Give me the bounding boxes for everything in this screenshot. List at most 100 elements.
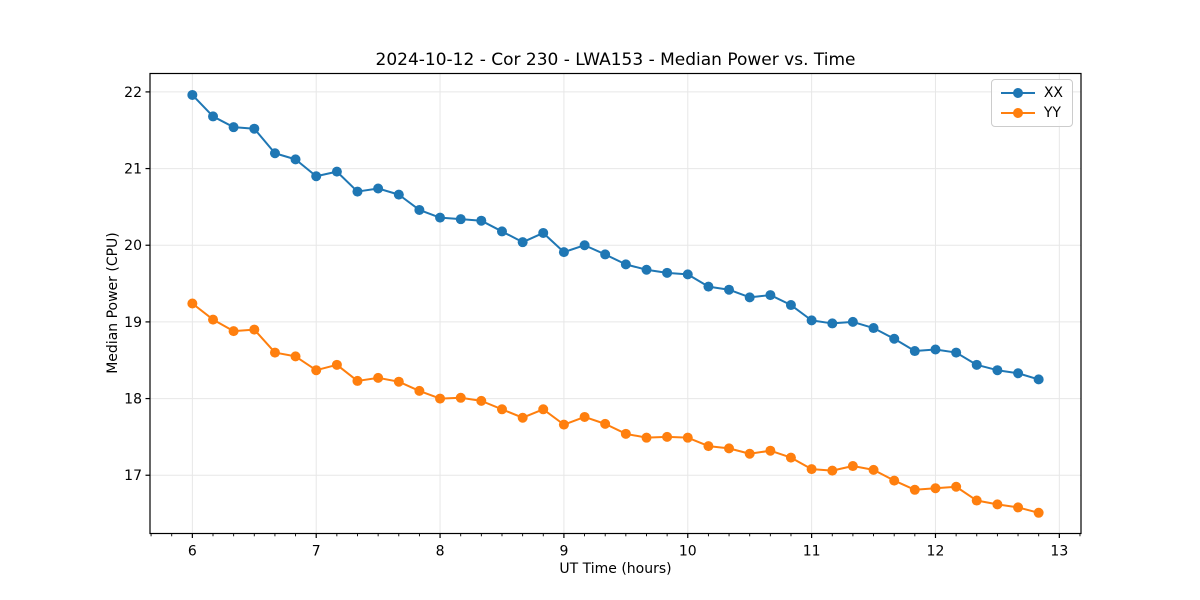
data-point-xx <box>785 300 796 311</box>
data-point-xx <box>868 323 879 334</box>
data-point-xx <box>331 166 342 177</box>
x-tick-label: 12 <box>927 544 945 560</box>
data-point-yy <box>703 441 714 452</box>
data-point-xx <box>889 333 900 344</box>
series-line-yy <box>191 302 1039 514</box>
data-point-xx <box>909 346 920 357</box>
data-point-yy <box>847 461 858 472</box>
data-point-yy <box>476 395 487 406</box>
data-point-xx <box>208 111 219 122</box>
x-tick-label: 11 <box>803 544 821 560</box>
legend-line-sample-xx <box>1000 88 1035 98</box>
data-point-yy <box>909 484 920 495</box>
data-point-yy <box>930 483 941 494</box>
data-point-yy <box>806 464 817 475</box>
data-point-yy <box>187 298 198 309</box>
data-point-xx <box>414 204 425 215</box>
legend-line-sample-yy <box>1000 108 1035 118</box>
legend-marker-xx <box>1012 88 1023 98</box>
data-point-yy <box>682 432 693 443</box>
data-point-yy <box>724 443 735 454</box>
legend-entry-xx: XX <box>1000 85 1063 101</box>
legend-marker-yy <box>1012 108 1023 118</box>
data-point-yy <box>538 404 549 415</box>
data-point-xx <box>311 171 322 182</box>
data-point-xx <box>290 154 301 165</box>
y-tick-label: 19 <box>124 315 142 331</box>
x-tick-label: 6 <box>188 544 197 560</box>
data-point-yy <box>620 428 631 439</box>
data-point-xx <box>538 227 549 238</box>
data-point-yy <box>208 314 219 325</box>
data-point-xx <box>249 123 260 134</box>
data-point-yy <box>600 418 611 429</box>
chart-title: 2024-10-12 - Cor 230 - LWA153 - Median P… <box>375 50 856 70</box>
y-tick-label: 18 <box>124 392 142 408</box>
data-point-xx <box>951 347 962 358</box>
data-point-yy <box>868 464 879 475</box>
x-tick-label: 7 <box>312 544 321 560</box>
x-tick-label: 8 <box>436 544 445 560</box>
legend-entry-yy: YY <box>1000 105 1063 121</box>
data-point-xx <box>558 247 569 258</box>
data-point-xx <box>724 284 735 295</box>
data-point-xx <box>517 237 528 248</box>
data-point-xx <box>744 292 755 303</box>
data-point-yy <box>951 481 962 492</box>
data-point-yy <box>311 365 322 376</box>
x-tick-label: 10 <box>679 544 697 560</box>
data-point-xx <box>435 212 446 223</box>
data-point-yy <box>992 499 1003 510</box>
data-point-xx <box>352 186 363 197</box>
data-point-xx <box>620 259 631 270</box>
data-point-yy <box>455 392 466 403</box>
y-axis-label: Median Power (CPU) <box>105 232 121 374</box>
data-point-yy <box>517 412 528 423</box>
data-point-yy <box>765 445 776 456</box>
data-point-xx <box>847 316 858 327</box>
data-point-xx <box>476 215 487 226</box>
data-point-xx <box>806 315 817 326</box>
data-point-xx <box>1033 374 1044 385</box>
data-point-xx <box>187 89 198 100</box>
y-tick-label: 17 <box>124 468 142 484</box>
data-point-yy <box>435 393 446 404</box>
legend-label-xx: XX <box>1043 85 1063 101</box>
y-tick-label: 20 <box>124 238 142 254</box>
y-tick-label: 22 <box>124 85 142 101</box>
data-point-yy <box>579 411 590 422</box>
data-point-yy <box>228 326 239 337</box>
data-point-yy <box>393 376 404 387</box>
data-point-yy <box>290 351 301 362</box>
data-point-yy <box>641 432 652 443</box>
y-tick-label: 21 <box>124 162 142 178</box>
data-point-yy <box>558 419 569 430</box>
data-point-xx <box>600 249 611 260</box>
data-point-yy <box>331 359 342 370</box>
x-axis-label: UT Time (hours) <box>559 561 672 577</box>
data-point-yy <box>889 475 900 486</box>
data-point-yy <box>373 372 384 383</box>
data-point-yy <box>744 448 755 459</box>
data-point-xx <box>228 122 239 133</box>
x-tick-label: 13 <box>1050 544 1068 560</box>
data-point-yy <box>249 324 260 335</box>
data-point-xx <box>373 183 384 194</box>
data-point-xx <box>269 148 280 159</box>
data-point-yy <box>269 347 280 358</box>
data-point-yy <box>785 452 796 463</box>
legend-label-yy: YY <box>1043 105 1061 121</box>
data-point-xx <box>682 269 693 280</box>
data-point-yy <box>414 385 425 396</box>
data-point-xx <box>496 226 507 237</box>
data-point-xx <box>971 359 982 370</box>
legend: XX YY <box>990 79 1073 127</box>
data-point-yy <box>496 404 507 415</box>
data-point-xx <box>703 281 714 292</box>
data-point-yy <box>352 375 363 386</box>
data-point-xx <box>827 318 838 329</box>
data-point-xx <box>393 189 404 200</box>
data-point-xx <box>765 290 776 301</box>
